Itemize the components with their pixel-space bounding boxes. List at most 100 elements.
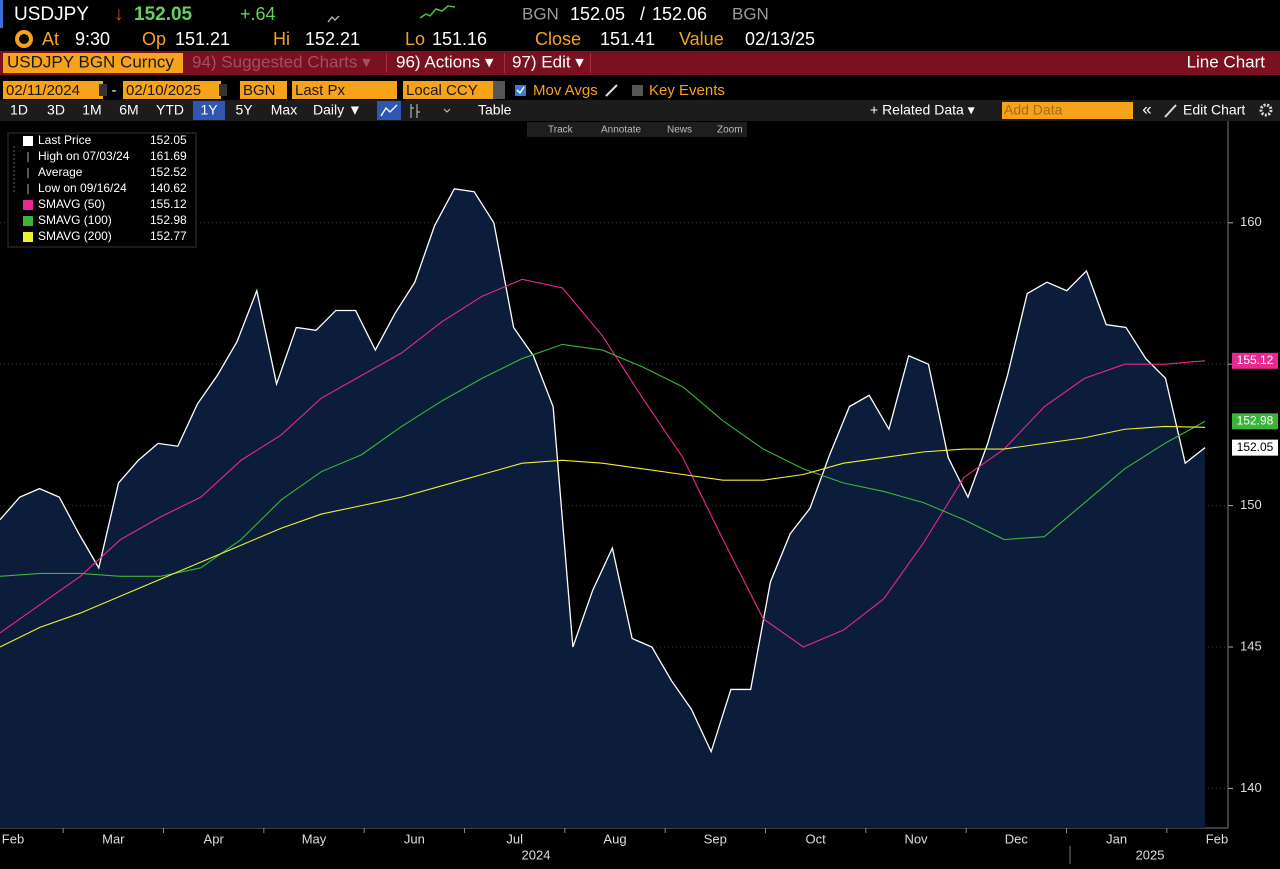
toolbar-value[interactable]: Last Px [295,82,346,99]
legend-value: 152.05 [150,133,187,147]
legend-name: Average [38,165,83,179]
ticker-marker [0,0,3,28]
edit-pencil [605,84,618,97]
toolbar-value[interactable]: BGN [243,82,276,99]
ask: 152.06 [652,4,707,24]
period-active [193,101,225,120]
x-tick-label: Nov [904,831,928,846]
quote-value: 151.21 [175,29,230,49]
view-name: Line Chart [1187,52,1266,71]
x-tick-label: Dec [1005,831,1029,846]
period-button[interactable]: YTD [156,102,184,118]
add-data-box[interactable] [1002,102,1133,119]
direction-arrow: ↓ [114,4,124,25]
period-button[interactable]: 3D [47,102,65,118]
dropdown-button[interactable] [493,81,505,99]
menu-divider [590,53,591,73]
quote-label: Hi [273,29,290,49]
key-events-checkbox[interactable] [632,85,643,96]
period-button[interactable]: Max [271,102,297,118]
dropdown-arrow [443,108,451,113]
x-tick-label: Apr [204,831,225,846]
toolbar-field[interactable] [403,81,493,99]
menu-bar [0,51,1280,75]
quote-label: Op [142,29,166,49]
date-dash: - [112,82,117,99]
edit-chart[interactable]: Edit Chart [1183,102,1245,118]
chart-tool[interactable]: Track [548,125,574,136]
legend-value: 140.62 [150,181,187,195]
x-tick-label: Feb [1206,831,1228,846]
period-button[interactable]: 5Y [235,102,253,118]
toolbar-field[interactable] [292,81,397,99]
chart-tool[interactable]: News [667,125,692,136]
collapse[interactable]: « [1142,99,1151,118]
period-button[interactable]: 1D [10,102,28,118]
source: BGN [732,4,769,23]
security-box[interactable] [3,53,183,73]
frequency[interactable]: Daily ▼ [313,102,362,118]
add-data[interactable]: Add Data [1004,102,1063,118]
toolbar-field[interactable] [123,81,221,99]
quote-value: 151.41 [600,29,655,49]
ticker: USDJPY [14,4,89,25]
x-tick-label: Mar [102,831,125,846]
quote-label: At [42,29,59,49]
last-price: 152.05 [134,4,193,25]
last-value-box [1232,413,1278,430]
toolbar-field[interactable] [3,81,103,99]
toolbar-value[interactable]: 02/10/2025 [126,82,201,99]
toolbar-value[interactable]: Local CCY [406,82,478,99]
series-line [0,188,1206,754]
quote-label: Close [535,29,581,49]
y-tick-label: 145 [1240,638,1262,653]
legend-swatch [23,232,33,242]
legend-name: SMAVG (100) [38,213,112,227]
mov-avgs[interactable]: Mov Avgs [533,82,598,99]
year-label: 2024 [522,847,551,862]
chart-tool[interactable]: Annotate [601,125,641,136]
legend-value: 152.77 [150,229,187,243]
table-button[interactable]: Table [478,102,512,118]
x-tick-label: Jul [506,831,523,846]
key-events[interactable]: Key Events [649,82,725,99]
bid: 152.05 [570,4,625,24]
menu-item[interactable]: 96) Actions ▾ [396,52,494,71]
last-value-box [1232,439,1278,456]
net-change: +.64 [240,4,276,24]
menu-item[interactable]: 97) Edit ▾ [512,52,584,71]
legend-name: Last Price [38,133,92,147]
menu-item[interactable]: 94) Suggested Charts ▾ [192,52,371,71]
price-area [0,188,1205,828]
edit-pencil [1164,104,1177,118]
toolbar-value[interactable]: 02/11/2024 [6,82,80,99]
settings-gear[interactable] [1259,103,1273,117]
period-button[interactable]: 1M [82,102,101,118]
mov-avgs-checkbox[interactable] [515,85,526,96]
y-tick-label: 140 [1240,780,1262,795]
quote-icon-inner [19,34,29,44]
related-data[interactable]: + Related Data ▾ [870,102,975,118]
tick-icon [327,15,340,23]
period-button[interactable]: 6M [119,102,138,118]
quote-value: 152.21 [305,29,360,49]
y-tick-label: 160 [1240,214,1262,229]
year-label: 2025 [1136,847,1165,862]
toolbar-field[interactable] [240,81,287,99]
tools-bar [527,122,747,137]
last-value-box [1232,352,1278,369]
legend-name: SMAVG (50) [38,197,105,211]
series-line [0,343,1206,577]
security[interactable]: USDJPY BGN Curncy [7,52,174,71]
x-tick-label: Sep [704,831,727,846]
period-button[interactable]: 1Y [200,102,218,118]
legend-box [7,132,197,248]
checkmark [516,86,525,95]
x-tick-label: Aug [603,831,626,846]
x-tick-label: Jan [1106,831,1127,846]
x-tick-label: Jun [404,831,425,846]
chart-tool[interactable]: Zoom [717,125,743,136]
quote-value: 02/13/25 [745,29,815,49]
quote-value: 9:30 [75,29,110,49]
